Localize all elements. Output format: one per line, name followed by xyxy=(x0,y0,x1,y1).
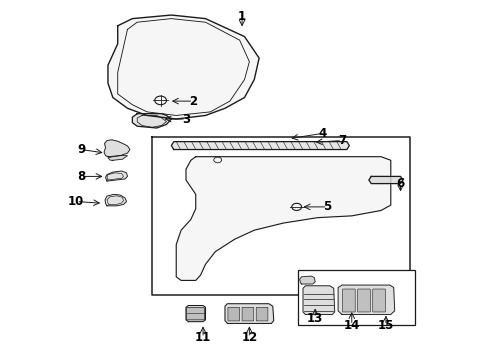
Text: 5: 5 xyxy=(323,201,331,213)
Polygon shape xyxy=(185,306,205,321)
Polygon shape xyxy=(108,156,127,160)
Text: 11: 11 xyxy=(195,331,211,344)
Text: 6: 6 xyxy=(396,177,404,190)
FancyBboxPatch shape xyxy=(256,307,267,321)
FancyBboxPatch shape xyxy=(227,307,239,321)
FancyBboxPatch shape xyxy=(357,289,369,312)
Text: 15: 15 xyxy=(377,319,393,332)
FancyBboxPatch shape xyxy=(372,289,385,312)
Text: 7: 7 xyxy=(337,134,346,147)
Text: 14: 14 xyxy=(343,319,359,332)
Text: 13: 13 xyxy=(306,311,323,325)
Polygon shape xyxy=(152,137,409,295)
Polygon shape xyxy=(105,194,126,206)
FancyBboxPatch shape xyxy=(186,308,204,320)
Text: 2: 2 xyxy=(189,95,197,108)
Polygon shape xyxy=(299,276,315,284)
Text: 12: 12 xyxy=(241,331,257,344)
Polygon shape xyxy=(303,286,334,315)
Text: 3: 3 xyxy=(182,113,190,126)
Text: 10: 10 xyxy=(68,195,84,208)
FancyBboxPatch shape xyxy=(342,289,354,312)
Text: 8: 8 xyxy=(77,170,85,183)
Polygon shape xyxy=(108,15,259,119)
Text: 9: 9 xyxy=(77,143,85,156)
Polygon shape xyxy=(224,304,273,323)
FancyBboxPatch shape xyxy=(242,307,253,321)
Text: 1: 1 xyxy=(238,10,245,23)
Polygon shape xyxy=(176,157,390,280)
Bar xyxy=(298,270,414,325)
Polygon shape xyxy=(132,114,171,128)
Polygon shape xyxy=(368,176,402,184)
Polygon shape xyxy=(171,141,348,149)
Text: 4: 4 xyxy=(318,127,326,140)
Polygon shape xyxy=(337,285,394,315)
Polygon shape xyxy=(105,171,127,181)
Polygon shape xyxy=(104,140,130,157)
